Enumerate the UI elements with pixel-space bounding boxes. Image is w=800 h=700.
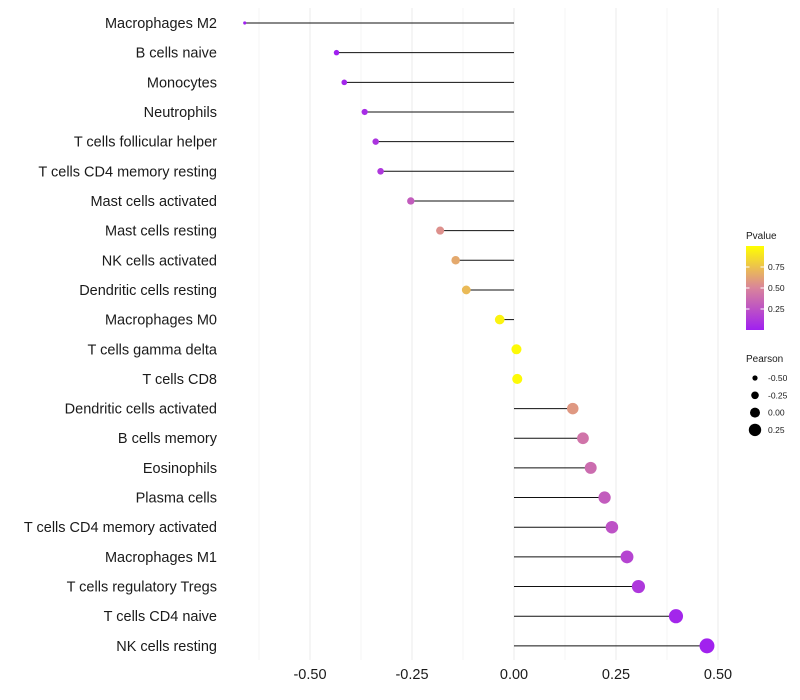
legend-pearson-title: Pearson xyxy=(746,354,783,365)
points xyxy=(243,21,715,654)
legend-pvalue: Pvalue 0.25 0.50 0.75 xyxy=(746,231,785,330)
x-tick-labels: -0.50 -0.25 0.00 0.25 0.50 xyxy=(293,667,732,683)
data-point xyxy=(567,402,579,415)
category-label: NK cells activated xyxy=(102,253,217,269)
colorbar-label: 0.25 xyxy=(768,304,785,314)
category-label: Dendritic cells resting xyxy=(79,283,217,299)
category-label: Macrophages M0 xyxy=(105,313,217,329)
gridlines xyxy=(258,8,719,660)
category-label: T cells CD8 xyxy=(142,372,217,388)
data-point xyxy=(451,256,460,265)
category-label: B cells memory xyxy=(118,431,218,447)
legend-pearson-dot xyxy=(752,375,758,381)
data-point xyxy=(511,344,522,355)
category-label: T cells gamma delta xyxy=(88,342,218,358)
legend-pearson: Pearson -0.50 -0.25 0.00 0.25 xyxy=(746,354,788,437)
category-label: B cells naive xyxy=(136,46,217,62)
x-tick-label: 0.25 xyxy=(602,667,630,683)
data-point xyxy=(377,168,384,175)
stems xyxy=(244,22,707,647)
colorbar-label: 0.75 xyxy=(768,262,785,272)
legend-pearson-label: -0.50 xyxy=(768,373,788,383)
legend-pvalue-colorbar xyxy=(746,246,764,330)
data-point xyxy=(372,138,379,145)
data-point xyxy=(598,491,611,504)
category-label: Macrophages M2 xyxy=(105,16,217,32)
colorbar-label: 0.50 xyxy=(768,283,785,293)
x-tick-label: 0.00 xyxy=(500,667,528,683)
data-point xyxy=(668,609,684,624)
category-label: T cells CD4 naive xyxy=(104,609,217,625)
category-label: T cells follicular helper xyxy=(74,135,217,151)
legend-pearson-dot xyxy=(750,407,760,418)
category-label: T cells CD4 memory activated xyxy=(24,520,217,536)
data-point xyxy=(341,79,348,86)
category-label: Neutrophils xyxy=(144,105,217,121)
category-label: Eosinophils xyxy=(143,461,217,477)
data-point xyxy=(512,373,523,384)
data-point xyxy=(577,432,589,445)
category-label: Mast cells activated xyxy=(90,194,217,210)
data-point xyxy=(361,108,368,116)
category-label: Macrophages M1 xyxy=(105,550,217,566)
data-point xyxy=(407,197,415,205)
category-label: Monocytes xyxy=(147,75,217,91)
category-labels: Macrophages M2 B cells naive Monocytes Neut… xyxy=(24,16,218,655)
legend-pearson-label: -0.25 xyxy=(768,390,788,400)
category-label: T cells CD4 memory resting xyxy=(38,164,217,180)
data-point xyxy=(494,314,505,325)
x-tick-label: -0.50 xyxy=(293,667,326,683)
category-label: Mast cells resting xyxy=(105,224,217,240)
legend-pearson-label: 0.25 xyxy=(768,425,785,435)
category-label: NK cells resting xyxy=(116,639,217,655)
data-point xyxy=(436,226,445,235)
data-point xyxy=(605,520,619,534)
data-point xyxy=(631,579,646,594)
x-tick-label: -0.25 xyxy=(395,667,428,683)
legend-pearson-dot xyxy=(751,391,759,400)
legend-pvalue-title: Pvalue xyxy=(746,231,777,242)
category-label: Dendritic cells activated xyxy=(65,402,217,418)
data-point xyxy=(620,550,634,564)
x-tick-label: 0.50 xyxy=(704,667,732,683)
legend-pearson-dot xyxy=(748,423,762,437)
data-point xyxy=(584,461,597,474)
category-label: Plasma cells xyxy=(136,491,217,507)
category-label: T cells regulatory Tregs xyxy=(67,580,217,596)
data-point xyxy=(699,638,715,654)
data-point xyxy=(333,49,340,56)
data-point xyxy=(461,285,471,295)
data-point xyxy=(243,21,247,25)
legend-pearson-label: 0.00 xyxy=(768,408,785,418)
